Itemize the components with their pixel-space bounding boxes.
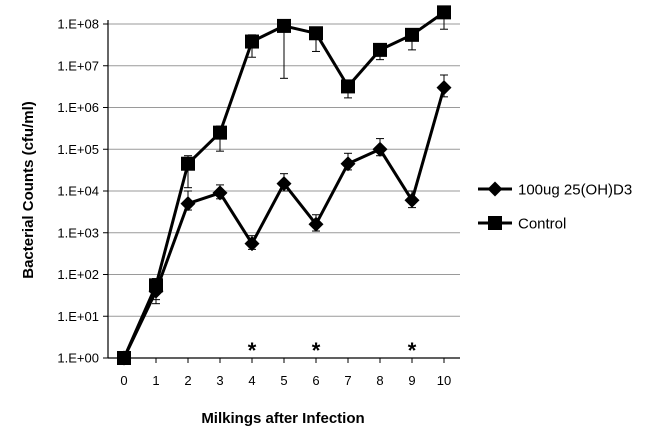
data-point — [212, 185, 228, 201]
x-tick-label: 1 — [152, 373, 159, 388]
series-control — [117, 5, 451, 365]
gridlines — [108, 23, 460, 317]
data-point — [437, 5, 451, 20]
data-point — [277, 18, 291, 33]
y-tick-label: 1.E+01 — [57, 309, 99, 324]
data-point — [405, 27, 419, 42]
y-tick-label: 1.E+03 — [57, 225, 99, 240]
legend-item: Control — [478, 216, 566, 233]
data-point — [117, 351, 131, 365]
data-point — [404, 192, 420, 208]
data-series — [116, 5, 452, 366]
y-tick-label: 1.E+02 — [57, 267, 99, 282]
data-point — [373, 42, 387, 57]
x-tick-labels: 0 1 2 3 4 5 6 7 8 9 10 — [120, 373, 451, 388]
y-tick-labels: 1.E+00 1.E+01 1.E+02 1.E+03 1.E+04 1.E+05 1.E+… — [57, 17, 99, 366]
y-tick-label: 1.E+08 — [57, 17, 99, 32]
x-tick-label: 7 — [344, 373, 351, 388]
y-tick-label: 1.E+04 — [57, 184, 99, 199]
data-point — [180, 196, 196, 212]
data-point — [372, 141, 388, 157]
data-point — [276, 176, 292, 192]
significance-star: * — [248, 338, 257, 363]
legend-item: 100ug 25(OH)D3 — [478, 181, 632, 199]
x-tick-label: 3 — [216, 373, 223, 388]
data-point — [245, 34, 259, 49]
y-tick-label: 1.E+07 — [57, 58, 99, 73]
y-tick-label: 1.E+06 — [57, 100, 99, 115]
x-tick-label: 9 — [408, 373, 415, 388]
significance-annotations: * * * — [248, 338, 417, 363]
data-point — [341, 79, 355, 94]
data-point — [308, 216, 324, 232]
series-treatment — [116, 80, 452, 366]
x-tick-label: 0 — [120, 373, 127, 388]
y-tick-label: 1.E+00 — [57, 351, 99, 366]
significance-star: * — [408, 338, 417, 363]
data-point — [340, 156, 356, 172]
y-tick-label: 1.E+05 — [57, 142, 99, 157]
x-tick-label: 4 — [248, 373, 255, 388]
x-tick-label: 2 — [184, 373, 191, 388]
significance-star: * — [312, 338, 321, 363]
x-tick-label: 5 — [280, 373, 287, 388]
data-point — [213, 125, 227, 140]
x-tick-label: 8 — [376, 373, 383, 388]
legend-marker — [487, 181, 503, 197]
x-tick-label: 6 — [312, 373, 319, 388]
data-point — [436, 80, 452, 96]
legend: 100ug 25(OH)D3 Control — [478, 181, 632, 233]
legend-marker — [488, 216, 502, 230]
data-point — [244, 236, 260, 252]
x-tick-label: 10 — [437, 373, 451, 388]
data-point — [309, 26, 323, 41]
data-point — [181, 156, 195, 171]
legend-label: 100ug 25(OH)D3 — [518, 182, 632, 199]
axes — [103, 20, 460, 363]
x-axis-title: Milkings after Infection — [201, 410, 364, 427]
y-axis-title: Bacterial Counts (cfu/ml) — [20, 101, 37, 279]
data-point — [149, 278, 163, 293]
legend-label: Control — [518, 216, 566, 233]
